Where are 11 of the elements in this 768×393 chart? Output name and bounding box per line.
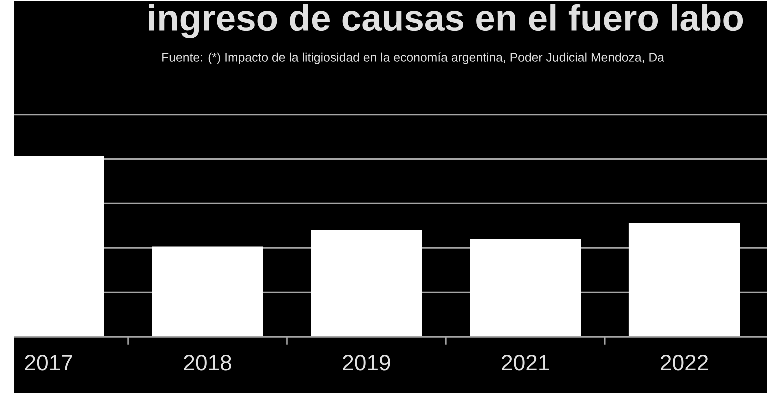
bar: [628, 223, 740, 338]
x-tick-label: 2017: [25, 355, 72, 371]
x-tick-label: 2019: [343, 355, 390, 371]
x-tick-label: 2021: [502, 355, 550, 371]
bar: [152, 246, 264, 338]
x-tick-label: 2018: [184, 355, 232, 371]
chart-title: ingreso de causas en el fuero labo: [149, 4, 744, 38]
chart-subtitle: Fuente: (*) Impacto de la litigiosidad en la economía argentina, Poder Judicial Mendoza, Da: [162, 52, 664, 64]
bar: [311, 230, 422, 338]
x-tick-label: 2022: [661, 355, 708, 371]
bar: [470, 239, 582, 338]
